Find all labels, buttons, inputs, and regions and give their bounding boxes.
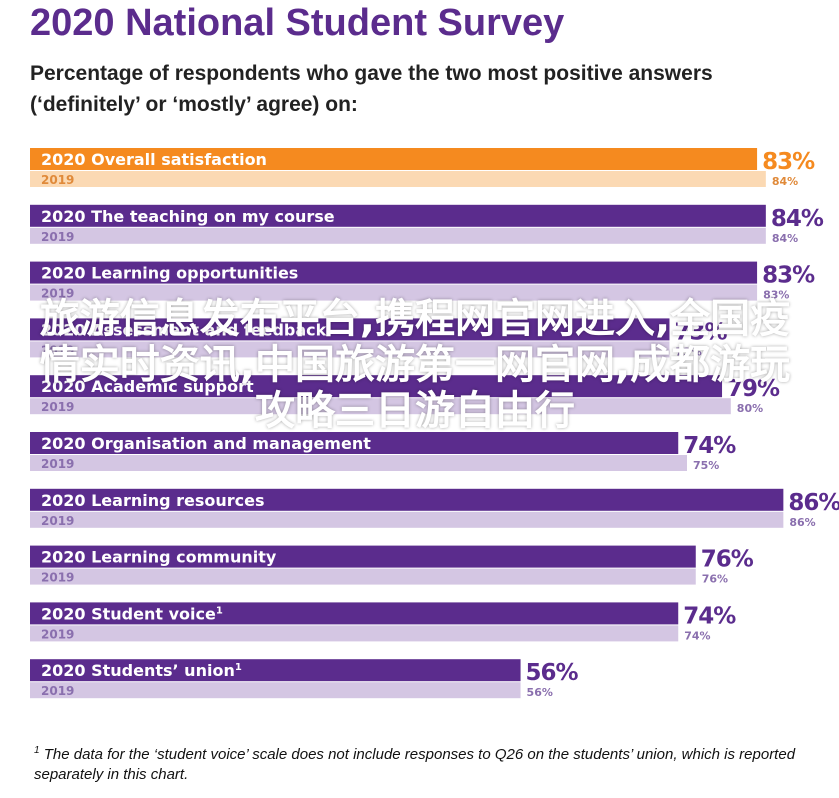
- category-label-2020: 2020 Academic support: [41, 377, 254, 396]
- bar-2020: [30, 545, 696, 568]
- value-label-2020: 74%: [683, 433, 736, 459]
- category-label-2019: 2019: [41, 343, 74, 357]
- value-label-2019: 74%: [684, 629, 710, 642]
- bar-2020: [30, 261, 758, 284]
- bar-2019: [30, 682, 521, 699]
- footnote-marker: 1: [34, 745, 40, 756]
- category-label-2020: 2020 Overall satisfaction: [41, 150, 267, 169]
- bar-2020: [30, 432, 679, 454]
- category-label-2020: 2020 The teaching on my course: [41, 207, 335, 226]
- category-label-2020: 2020 Assessment and feedback: [41, 320, 327, 339]
- value-label-2019: 84%: [772, 175, 798, 188]
- bar-2020: [30, 148, 758, 170]
- bar-2020: [30, 659, 521, 682]
- category-label-2020: 2020 Students’ union1: [41, 661, 242, 680]
- category-label-2020: 2020 Learning opportunities: [41, 264, 298, 283]
- value-label-2019: 83%: [763, 289, 789, 302]
- bar-2020: [30, 488, 784, 511]
- value-label-2020: 79%: [727, 376, 780, 402]
- category-label-2020: 2020 Organisation and management: [41, 434, 371, 453]
- footnote: 1 The data for the ‘student voice’ scale…: [34, 741, 824, 785]
- bar-2020: [30, 204, 766, 227]
- bar-2019: [30, 284, 758, 301]
- bar-2019: [30, 341, 670, 358]
- bar-2019: [30, 171, 766, 187]
- category-label-2019: 2019: [41, 571, 74, 585]
- value-label-2020: 56%: [526, 660, 579, 686]
- value-label-2019: 86%: [789, 516, 815, 529]
- value-label-2020: 76%: [701, 547, 754, 573]
- value-label-2019: 76%: [702, 573, 728, 586]
- value-label-2020: 86%: [788, 490, 839, 516]
- bar-2019: [30, 227, 766, 244]
- bar-2019: [30, 625, 679, 642]
- category-label-2019: 2019: [41, 230, 74, 244]
- value-label-2019: 73%: [675, 345, 701, 358]
- bar-2020: [30, 375, 723, 398]
- footnote-superscript: 1: [216, 605, 223, 616]
- value-label-2020: 74%: [683, 603, 736, 629]
- category-label-2019: 2019: [41, 627, 74, 641]
- value-label-2019: 56%: [527, 686, 553, 699]
- bar-2020: [30, 318, 670, 341]
- value-label-2020: 73%: [674, 319, 727, 345]
- bar-2020: [30, 602, 679, 625]
- category-label-2019: 2019: [41, 684, 74, 698]
- value-label-2019: 84%: [772, 232, 798, 245]
- footnote-text: The data for the ‘student voice’ scale d…: [34, 746, 796, 783]
- chart-subtitle: Percentage of respondents who gave the t…: [30, 62, 713, 116]
- bar-2019: [30, 455, 687, 471]
- value-label-2020: 84%: [771, 206, 824, 232]
- chart-title: 2020 National Student Survey: [30, 2, 565, 44]
- category-label-2019: 2019: [41, 400, 74, 414]
- category-label-2020: 2020 Learning community: [41, 548, 277, 567]
- value-label-2020: 83%: [762, 263, 815, 289]
- footnote-superscript: 1: [235, 662, 242, 673]
- category-label-2019: 2019: [41, 173, 74, 187]
- watermark-overlay: 旅游信息发布平台,携程网官网进入,全国疫情实时资讯,中国旅游第一网官网,成都游玩…: [39, 296, 791, 434]
- bar-2019: [30, 511, 784, 528]
- category-label-2020: 2020 Learning resources: [41, 491, 265, 510]
- bar-2019: [30, 398, 731, 415]
- bar-chart: 2020 Overall satisfaction201983%84%2020 …: [30, 148, 839, 699]
- value-label-2019: 80%: [737, 402, 763, 415]
- category-label-2019: 2019: [41, 457, 74, 471]
- category-label-2019: 2019: [41, 514, 74, 528]
- category-label-2019: 2019: [41, 287, 74, 301]
- value-label-2020: 83%: [762, 149, 815, 175]
- category-label-2020: 2020 Student voice1: [41, 604, 223, 623]
- value-label-2019: 75%: [693, 459, 719, 472]
- bar-2019: [30, 568, 696, 585]
